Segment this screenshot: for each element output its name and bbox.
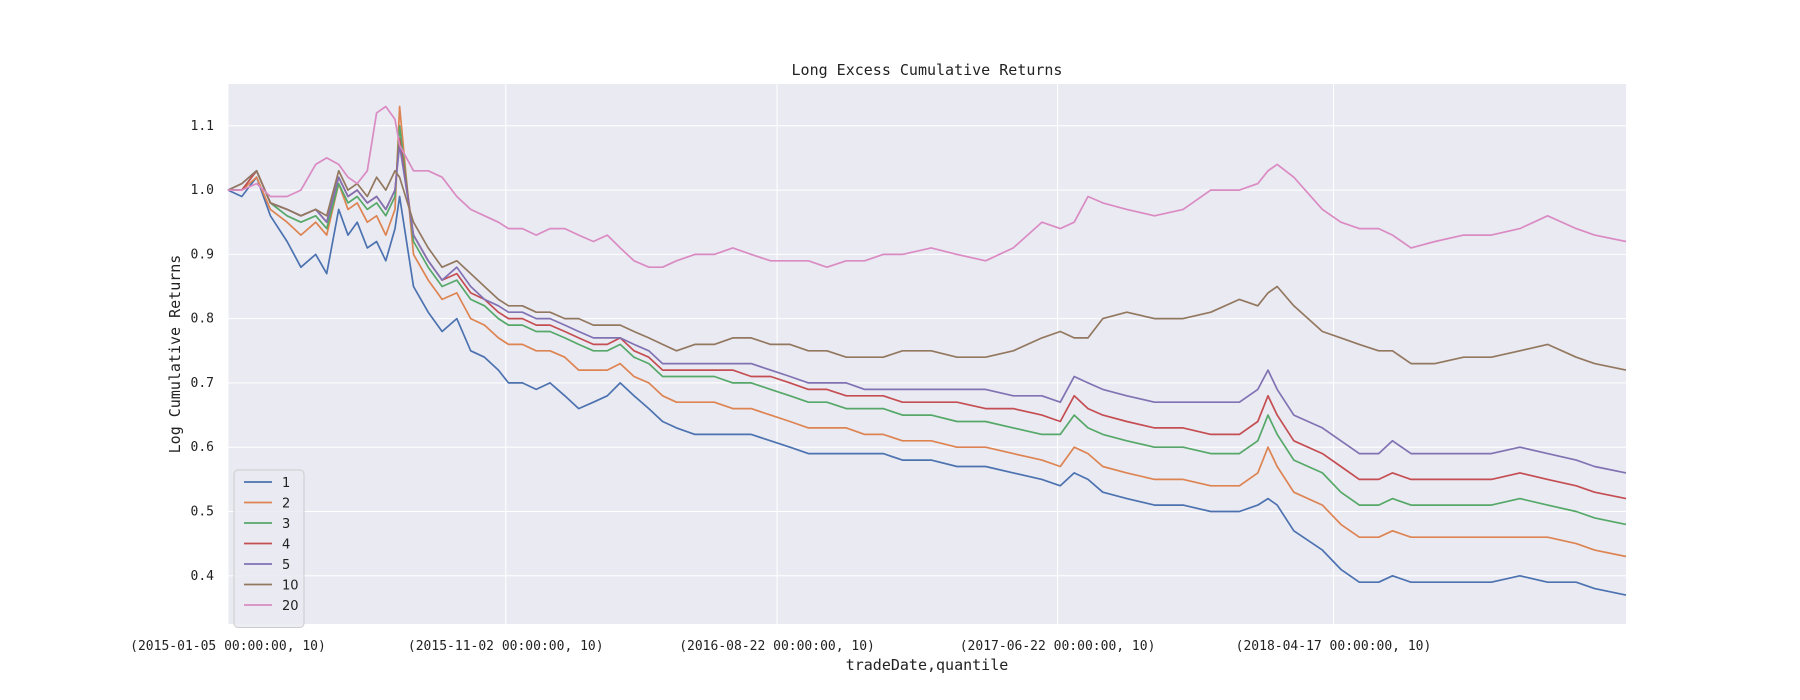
legend-label-20: 20 xyxy=(282,599,299,614)
y-tick-label: 0.6 xyxy=(191,440,214,455)
x-tick-label: (2017-06-22 00:00:00, 10) xyxy=(960,639,1156,654)
x-axis-label: tradeDate,quantile xyxy=(846,656,1009,674)
y-tick-label: 0.5 xyxy=(191,505,214,520)
legend-label-4: 4 xyxy=(282,538,290,553)
y-tick-label: 1.1 xyxy=(191,119,214,134)
y-tick-label: 0.8 xyxy=(191,312,214,327)
series-line-5 xyxy=(227,144,1627,474)
plot-background xyxy=(228,84,1626,624)
legend: 1 2 3 4 5 10 20 xyxy=(233,469,305,628)
series-line-1 xyxy=(227,176,1627,596)
legend-label-3: 3 xyxy=(282,517,290,532)
x-tick-label: (2018-04-17 00:00:00, 10) xyxy=(1236,639,1432,654)
x-axis-ticks: (2015-01-05 00:00:00, 10) (2015-11-02 00:… xyxy=(130,639,1431,654)
series-line-20 xyxy=(228,105,1627,269)
y-tick-label: 0.7 xyxy=(191,376,214,391)
legend-label-2: 2 xyxy=(282,497,290,512)
series-lines xyxy=(227,105,1627,596)
series-line-2 xyxy=(228,105,1627,558)
legend-frame xyxy=(233,469,305,628)
series-line-3 xyxy=(228,124,1627,526)
legend-label-5: 5 xyxy=(282,558,290,573)
y-tick-label: 0.9 xyxy=(191,247,214,262)
x-tick-label: (2015-11-02 00:00:00, 10) xyxy=(408,639,604,654)
chart-title: Long Excess Cumulative Returns xyxy=(792,61,1063,79)
legend-label-10: 10 xyxy=(282,579,299,594)
grid-lines xyxy=(227,84,1626,624)
series-line-10 xyxy=(227,169,1627,371)
x-tick-label: (2016-08-22 00:00:00, 10) xyxy=(679,639,875,654)
y-axis-label: Log Cumulative Returns xyxy=(166,255,184,454)
y-tick-label: 1.0 xyxy=(191,183,214,198)
y-tick-label: 0.4 xyxy=(191,569,215,584)
legend-label-1: 1 xyxy=(282,476,290,491)
y-axis-ticks: 0.4 0.5 0.6 0.7 0.8 0.9 1.0 1.1 xyxy=(191,119,215,584)
x-tick-label: (2015-01-05 00:00:00, 10) xyxy=(130,639,326,654)
